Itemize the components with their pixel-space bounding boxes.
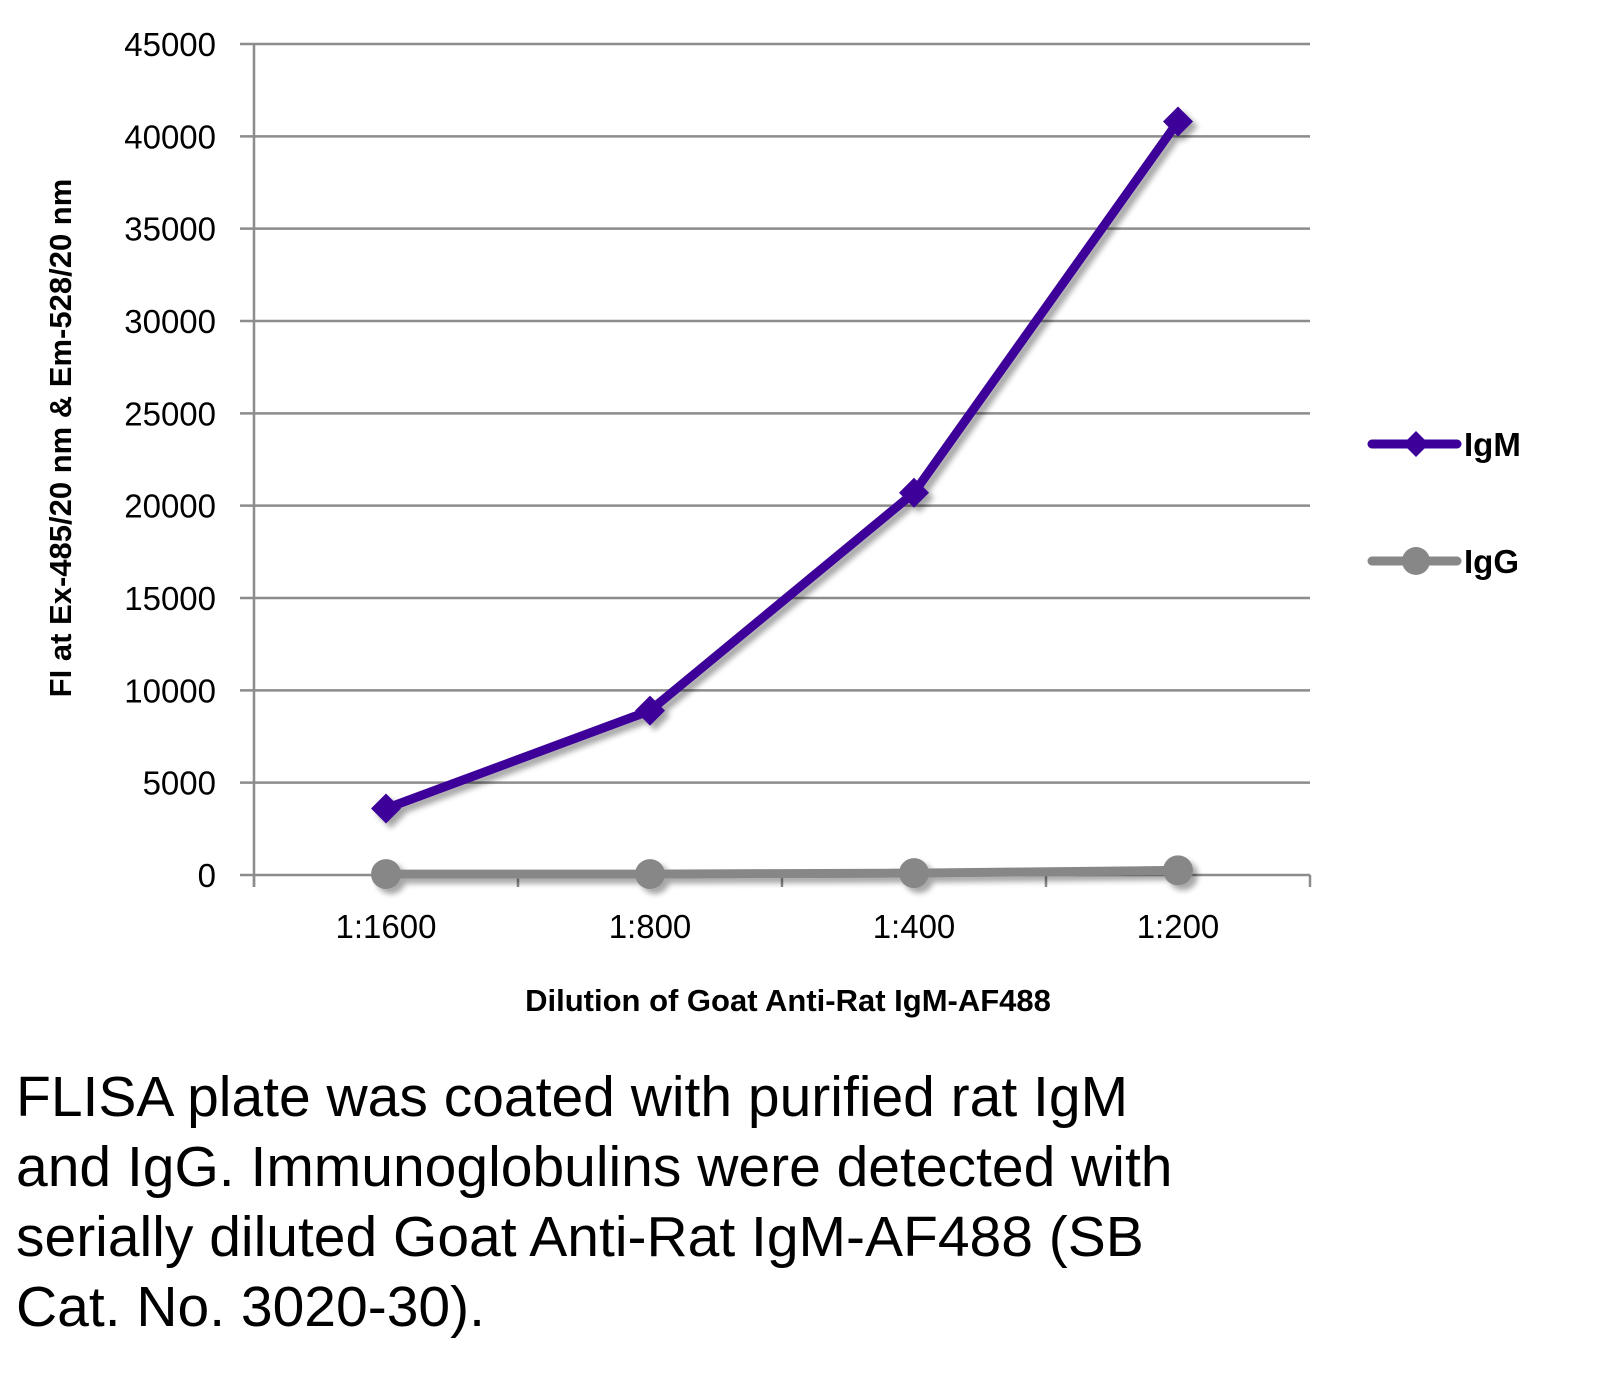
y-axis-tick-labels: 0 5000 10000 15000 20000 25000 30000 35000 40000… [124,26,216,894]
y-tick-label: 15000 [124,580,216,617]
y-tick-label: 25000 [124,395,216,432]
gridlines [240,42,1310,887]
data-point-circle [635,859,665,890]
x-tick-label: 1:800 [609,908,692,945]
figure-caption: FLISA plate was coated with purified rat… [16,1062,1416,1342]
data-point-diamond [635,695,665,726]
y-tick-label: 45000 [124,26,216,63]
legend-item-igm: IgM [1367,426,1521,463]
y-tick-label: 30000 [124,303,216,340]
series-igm [371,106,1193,824]
data-point-diamond [1163,106,1193,137]
series-layer [371,106,1193,890]
data-point-diamond [371,793,401,824]
y-tick-label: 10000 [124,672,216,709]
legend-item-igg: IgG [1367,543,1519,580]
data-point-circle [371,859,401,890]
series-igg [371,855,1193,890]
x-tick-label: 1:1600 [336,908,437,945]
y-tick-label: 5000 [143,765,216,802]
data-point-circle [1163,855,1193,886]
diamond-icon [1403,431,1429,457]
data-point-circle [899,858,929,889]
legend: IgM IgG [1367,426,1521,580]
y-tick-label: 35000 [124,211,216,248]
legend-label-igm: IgM [1464,426,1521,463]
x-axis-title: Dilution of Goat Anti-Rat IgM-AF488 [525,983,1051,1018]
caption-line: Cat. No. 3020-30). [16,1275,485,1339]
circle-icon [1402,547,1430,575]
caption-line: serially diluted Goat Anti-Rat IgM-AF488… [16,1205,1144,1269]
x-axis-tick-labels: 1:1600 1:800 1:400 1:200 [336,908,1220,945]
legend-label-igg: IgG [1464,543,1519,580]
x-tick-label: 1:200 [1137,908,1220,945]
y-tick-label: 0 [198,857,216,894]
y-axis-title: FI at Ex-485/20 nm & Em-528/20 nm [43,179,78,698]
line-chart: 0 5000 10000 15000 20000 25000 30000 35000 40000… [43,26,1521,1018]
series-line [386,865,1179,879]
caption-line: FLISA plate was coated with purified rat… [16,1065,1129,1129]
series-line [384,118,1182,813]
data-point-diamond [899,477,929,508]
y-tick-label: 20000 [124,488,216,525]
y-tick-label: 40000 [124,118,216,155]
caption-line: and IgG. Immunoglobulins were detected w… [16,1135,1173,1199]
x-tick-label: 1:400 [873,908,956,945]
